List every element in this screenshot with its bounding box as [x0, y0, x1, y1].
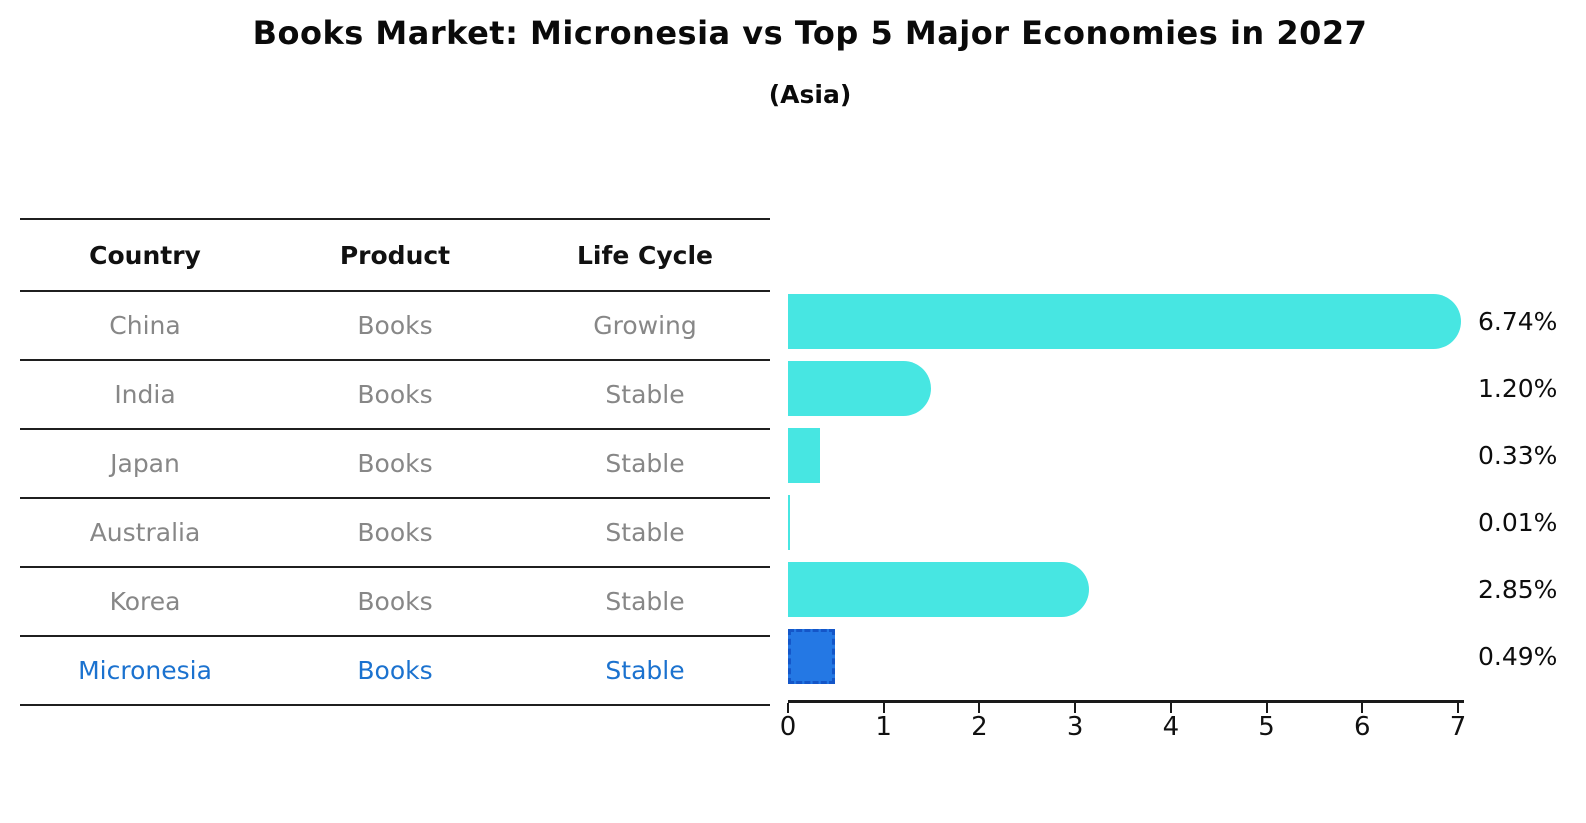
table-cell-product: Books — [357, 518, 433, 547]
table-cell-product: Books — [357, 587, 433, 616]
x-axis-tick-label: 6 — [1354, 712, 1371, 742]
table-row-korea: Korea Books Stable — [20, 568, 770, 637]
table-row-micronesia: Micronesia Books Stable — [20, 637, 770, 706]
table-cell-country: Australia — [89, 518, 201, 547]
table-cell-country: Micronesia — [78, 656, 212, 685]
chart-title: Books Market: Micronesia vs Top 5 Major … — [252, 14, 1368, 52]
table-cell-country: India — [114, 380, 176, 409]
x-axis-tick — [787, 703, 789, 713]
table-header-country: Country — [89, 240, 201, 270]
table-cell-life-cycle: Stable — [605, 380, 685, 409]
bar-value-label-india: 1.20% — [1478, 374, 1558, 403]
x-axis-tick-label: 1 — [875, 712, 892, 742]
table-cell-country: Japan — [110, 449, 180, 478]
bar-row-australia: 0.01% — [788, 489, 1586, 556]
bar-value-label-china: 6.74% — [1478, 307, 1558, 336]
x-axis-tick — [1265, 703, 1268, 713]
x-axis-tick — [978, 703, 981, 713]
bar-value-label-australia: 0.01% — [1478, 508, 1558, 537]
bar-chart: 6.74% 1.20% 0.33% 0.01% 2.85% 0.49% — [788, 288, 1586, 690]
table-row-japan: Japan Books Stable — [20, 430, 770, 499]
x-axis-tick — [882, 703, 885, 713]
table-row-australia: Australia Books Stable — [20, 499, 770, 568]
table-cell-life-cycle: Stable — [605, 587, 685, 616]
x-axis-tick-label: 4 — [1162, 712, 1180, 742]
table-cell-product: Books — [357, 311, 433, 340]
bar-australia — [788, 495, 790, 550]
x-axis-line — [788, 700, 1464, 703]
x-axis-tick-label: 0 — [779, 712, 797, 742]
bar-value-label-micronesia: 0.49% — [1478, 642, 1558, 671]
country-table: Country Product Life Cycle China Books Gro… — [20, 218, 770, 706]
chart-subtitle: (Asia) — [768, 80, 852, 109]
table-row-china: China Books Growing — [20, 292, 770, 361]
x-axis-tick — [1169, 703, 1172, 713]
table-cell-life-cycle: Growing — [593, 311, 697, 340]
table-cell-life-cycle: Stable — [605, 518, 685, 547]
bar-india — [788, 361, 931, 416]
table-cell-country: Korea — [109, 587, 181, 616]
x-axis-tick — [1457, 703, 1459, 713]
table-cell-product: Books — [357, 449, 433, 478]
x-axis-tick-label: 5 — [1258, 712, 1275, 742]
table-cell-life-cycle: Stable — [605, 656, 685, 685]
bar-micronesia — [788, 629, 835, 684]
x-axis-tick-label: 2 — [971, 712, 988, 742]
table-cell-product: Books — [357, 380, 433, 409]
bar-korea — [788, 562, 1089, 617]
bar-row-japan: 0.33% — [788, 422, 1586, 489]
bar-value-label-korea: 2.85% — [1478, 575, 1558, 604]
x-axis-tick — [1074, 703, 1077, 713]
x-axis-tick-label: 3 — [1066, 712, 1084, 742]
table-header-row: Country Product Life Cycle — [20, 220, 770, 292]
bar-row-india: 1.20% — [788, 355, 1586, 422]
table-header-product: Product — [339, 240, 451, 270]
table-row-india: India Books Stable — [20, 361, 770, 430]
bar-row-micronesia: 0.49% — [788, 623, 1586, 690]
table-cell-country: China — [109, 311, 181, 340]
bar-china — [788, 294, 1462, 349]
table-cell-product: Books — [357, 656, 433, 685]
table-cell-life-cycle: Stable — [605, 449, 685, 478]
bar-row-china: 6.74% — [788, 288, 1586, 355]
bar-japan — [788, 428, 820, 483]
bar-value-label-japan: 0.33% — [1478, 441, 1558, 470]
x-axis-tick-label: 7 — [1449, 712, 1467, 742]
x-axis-tick — [1361, 703, 1364, 713]
table-body: China Books Growing India Books Stable Japan Bo… — [20, 292, 770, 706]
table-header-lifecycle: Life Cycle — [576, 240, 714, 270]
bar-row-korea: 2.85% — [788, 556, 1586, 623]
